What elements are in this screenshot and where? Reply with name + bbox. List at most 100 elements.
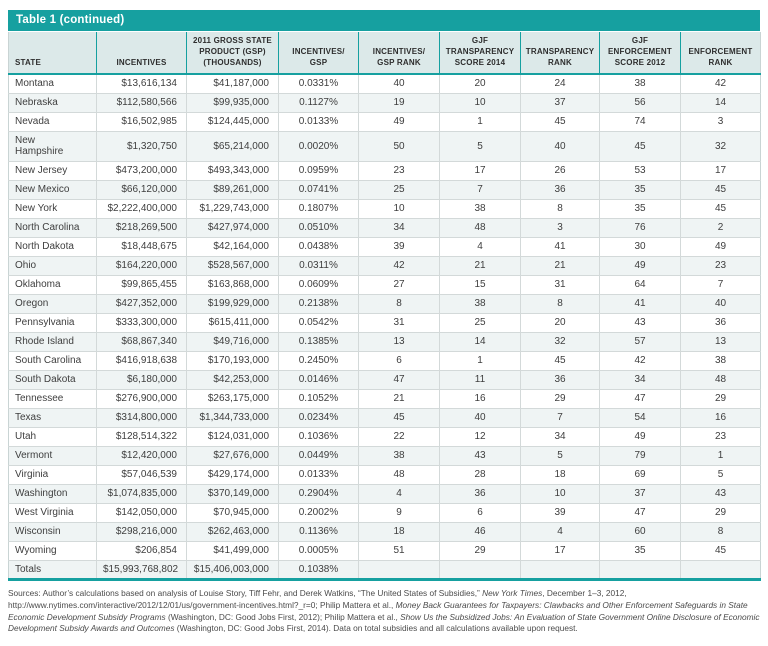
- table-cell: 0.1385%: [278, 331, 359, 352]
- table-cell: $57,046,539: [96, 464, 187, 485]
- table-cell: 23: [358, 160, 440, 181]
- table-cell: Washington: [8, 483, 97, 504]
- table-cell: 0.0959%: [278, 160, 359, 181]
- table-cell: 16: [439, 388, 521, 409]
- table-cell: $124,445,000: [186, 111, 279, 132]
- table-cell: $1,229,743,000: [186, 198, 279, 219]
- table-cell: $170,193,000: [186, 350, 279, 371]
- table-cell: $13,616,134: [96, 73, 187, 94]
- table-cell: $615,411,000: [186, 312, 279, 333]
- table-cell: 35: [599, 179, 681, 200]
- table-row: North Carolina $218,269,500 $427,974,000 0.…: [8, 217, 761, 238]
- sources-segment: Show Us the Subsidized Jobs: An Evaluati…: [8, 611, 760, 634]
- table-row: Oregon $427,352,000 $199,929,000 0.2138% 8 38…: [8, 293, 761, 314]
- table-cell: 0.1136%: [278, 521, 359, 542]
- table-cell: 13: [680, 331, 761, 352]
- totals-row: Totals $15,993,768,802 $15,406,003,000 0.10…: [8, 559, 761, 581]
- table-row: Ohio $164,220,000 $528,567,000 0.0311% 42 21 2…: [8, 255, 761, 276]
- table-cell: 21: [358, 388, 440, 409]
- table-cell: South Dakota: [8, 369, 97, 390]
- table-cell: 24: [520, 73, 600, 94]
- table-row: West Virginia $142,050,000 $70,945,000 0.20…: [8, 502, 761, 523]
- table-cell: 25: [439, 312, 521, 333]
- table-row: New Jersey $473,200,000 $493,343,000 0.0959…: [8, 160, 761, 181]
- table-cell: Nebraska: [8, 92, 97, 113]
- table-cell: 12: [439, 426, 521, 447]
- table-row: Nebraska $112,580,566 $99,935,000 0.1127% 19…: [8, 92, 761, 113]
- table-row: New Hampshire $1,320,750 $65,214,000 0.0020…: [8, 130, 761, 162]
- table-cell: 34: [358, 217, 440, 238]
- table-cell: 25: [358, 179, 440, 200]
- table-cell: 16: [680, 407, 761, 428]
- table-cell: 45: [680, 198, 761, 219]
- column-header: 2011 GROSS STATE PRODUCT (GSP) (THOUSAND…: [186, 32, 279, 76]
- table-cell: 69: [599, 464, 681, 485]
- table-row: North Dakota $18,448,675 $42,164,000 0.0438…: [8, 236, 761, 257]
- table-row: Vermont $12,420,000 $27,676,000 0.0449% 38 43…: [8, 445, 761, 466]
- table-cell: 3: [520, 217, 600, 238]
- table-cell: 43: [599, 312, 681, 333]
- column-header: GJF TRANSPARENCY SCORE 2014: [439, 32, 521, 76]
- table-row: Washington $1,074,835,000 $370,149,000 0.29…: [8, 483, 761, 504]
- table-cell: $99,935,000: [186, 92, 279, 113]
- table-cell: 47: [599, 502, 681, 523]
- table-cell: 17: [680, 160, 761, 181]
- table-cell: 9: [358, 502, 440, 523]
- column-header: ENFORCEMENT RANK: [680, 32, 761, 76]
- table-cell: 57: [599, 331, 681, 352]
- table-cell: 0.1036%: [278, 426, 359, 447]
- table-cell: 7: [520, 407, 600, 428]
- table-cell: 29: [680, 502, 761, 523]
- table-cell: Ohio: [8, 255, 97, 276]
- table-cell: 38: [599, 73, 681, 94]
- table-cell: Wyoming: [8, 540, 97, 561]
- table-cell: West Virginia: [8, 502, 97, 523]
- table-cell: 13: [358, 331, 440, 352]
- sources-segment: Sources: Author’s calculations based on …: [8, 588, 483, 599]
- table-cell: $263,175,000: [186, 388, 279, 409]
- table-cell: $89,261,000: [186, 179, 279, 200]
- table-cell: 18: [358, 521, 440, 542]
- table-cell: 26: [520, 160, 600, 181]
- table-cell: $416,918,638: [96, 350, 187, 371]
- table-cell: 0.0005%: [278, 540, 359, 561]
- table-cell: 0.0133%: [278, 111, 359, 132]
- table-cell: South Carolina: [8, 350, 97, 371]
- table-cell: 32: [680, 130, 761, 162]
- table-cell: $427,974,000: [186, 217, 279, 238]
- table-cell: $333,300,000: [96, 312, 187, 333]
- column-header: STATE: [8, 32, 97, 76]
- table-cell: [680, 559, 761, 581]
- table-cell: Virginia: [8, 464, 97, 485]
- table-cell: 0.0020%: [278, 130, 359, 162]
- table-row: New Mexico $66,120,000 $89,261,000 0.0741% 2…: [8, 179, 761, 200]
- table-cell: 74: [599, 111, 681, 132]
- table-row: Wyoming $206,854 $41,499,000 0.0005% 51 29 17 3…: [8, 540, 761, 561]
- table-cell: 76: [599, 217, 681, 238]
- table-cell: 45: [358, 407, 440, 428]
- table-cell: 40: [520, 130, 600, 162]
- table-cell: 10: [358, 198, 440, 219]
- header-row: STATE INCENTIVES 2011 GROSS STATE PRODUCT …: [8, 32, 761, 76]
- table-cell: 34: [520, 426, 600, 447]
- table-cell: $112,580,566: [96, 92, 187, 113]
- table-cell: 45: [520, 111, 600, 132]
- table-cell: 4: [439, 236, 521, 257]
- table-cell: 0.2450%: [278, 350, 359, 371]
- table-cell: 35: [599, 540, 681, 561]
- table-cell: $163,868,000: [186, 274, 279, 295]
- table-cell: 37: [520, 92, 600, 113]
- table-cell: $12,420,000: [96, 445, 187, 466]
- table-row: Texas $314,800,000 $1,344,733,000 0.0234% 45…: [8, 407, 761, 428]
- table-cell: $68,867,340: [96, 331, 187, 352]
- table-cell: 4: [520, 521, 600, 542]
- data-table: STATE INCENTIVES 2011 GROSS STATE PRODUCT …: [8, 32, 761, 582]
- table-cell: [439, 559, 521, 581]
- table-cell: 0.0311%: [278, 255, 359, 276]
- table-cell: 0.1052%: [278, 388, 359, 409]
- table-cell: 42: [680, 73, 761, 94]
- table-cell: $15,993,768,802: [96, 559, 187, 581]
- table-cell: 36: [439, 483, 521, 504]
- table-cell: $473,200,000: [96, 160, 187, 181]
- table-cell: 38: [358, 445, 440, 466]
